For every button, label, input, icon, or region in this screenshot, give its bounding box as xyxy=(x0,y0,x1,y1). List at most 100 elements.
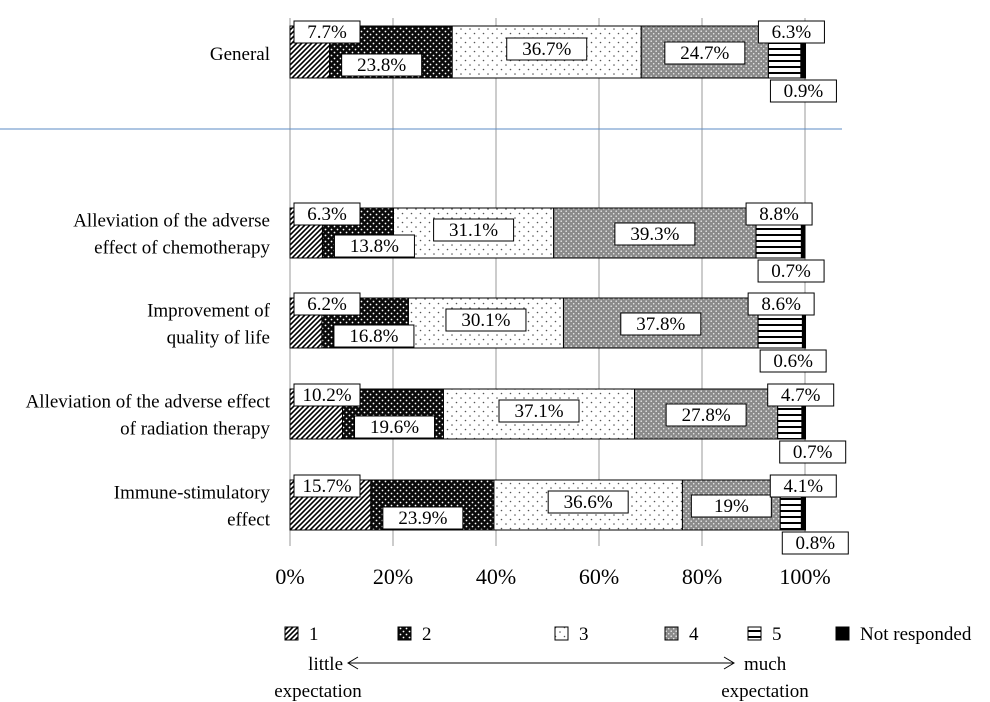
data-label-1: 15.7% xyxy=(302,476,351,497)
data-label-not-responded: 0.8% xyxy=(795,533,835,554)
data-label-box xyxy=(333,234,415,258)
arrow-right-head xyxy=(723,656,735,670)
legend-swatch-5 xyxy=(747,626,762,641)
data-label-box xyxy=(293,383,361,407)
data-label-box xyxy=(433,218,515,242)
data-label-3: 36.7% xyxy=(522,39,571,60)
data-label-box xyxy=(757,20,825,44)
category-label: General xyxy=(210,44,270,65)
data-label-box xyxy=(664,41,746,65)
data-label-box xyxy=(757,259,825,283)
data-label-4: 24.7% xyxy=(680,43,729,64)
data-label-5: 8.6% xyxy=(761,294,801,315)
arrow-left-head xyxy=(347,656,359,670)
data-label-box xyxy=(341,53,423,77)
data-label-not-responded: 0.9% xyxy=(784,81,824,102)
data-label-3: 31.1% xyxy=(449,220,498,241)
data-label-box xyxy=(759,349,827,373)
data-label-1: 10.2% xyxy=(302,385,351,406)
data-label-5: 4.1% xyxy=(783,476,823,497)
legend-swatch-2 xyxy=(397,626,412,641)
legend-swatch-3 xyxy=(554,626,569,641)
data-label-3: 37.1% xyxy=(514,401,563,422)
data-label-not-responded: 0.7% xyxy=(793,442,833,463)
x-tick-label: 40% xyxy=(476,564,516,589)
data-label-box xyxy=(769,79,837,103)
data-label-5: 4.7% xyxy=(781,385,821,406)
data-label-4: 19% xyxy=(714,496,749,517)
data-label-4: 27.8% xyxy=(682,405,731,426)
category-labels-layer: General Alleviation of the adverse effect … xyxy=(26,44,271,531)
data-label-1: 6.3% xyxy=(307,204,347,225)
category-label: Immune-stimulatory xyxy=(114,483,271,504)
legend: 1 2 3 4 5 Not responded little expectation much e… xyxy=(274,624,972,702)
high-expectation-label: expectation xyxy=(721,681,809,702)
data-label-1: 7.7% xyxy=(307,22,347,43)
low-expectation-label: little xyxy=(308,654,343,675)
data-label-box xyxy=(547,490,629,514)
data-label-box xyxy=(445,308,527,332)
data-label-box xyxy=(498,399,580,423)
category-label: effect xyxy=(227,510,271,531)
legend-label-not-responded: Not responded xyxy=(860,624,972,645)
legend-swatch-4 xyxy=(664,626,679,641)
legend-label-2: 2 xyxy=(422,624,432,645)
data-label-2: 19.6% xyxy=(370,417,419,438)
data-label-3: 36.6% xyxy=(564,492,613,513)
data-label-not-responded: 0.7% xyxy=(771,261,811,282)
data-label-2: 23.9% xyxy=(398,508,447,529)
data-label-box xyxy=(747,292,815,316)
legend-label-4: 4 xyxy=(689,624,699,645)
category-label: effect of chemotherapy xyxy=(94,238,270,259)
data-label-box xyxy=(293,202,361,226)
x-tick-label: 0% xyxy=(275,564,304,589)
data-label-3: 30.1% xyxy=(461,310,510,331)
x-tick-label: 100% xyxy=(779,564,830,589)
x-tick-label: 20% xyxy=(373,564,413,589)
data-label-not-responded: 0.6% xyxy=(773,351,813,372)
legend-swatch-not-responded xyxy=(835,626,850,641)
data-labels-layer: 7.7%23.8%36.7% 24.7%6.3%0.9%6.3%13.8%31.1… xyxy=(293,20,849,555)
data-label-2: 13.8% xyxy=(350,236,399,257)
category-label: of radiation therapy xyxy=(120,419,270,440)
data-label-box xyxy=(293,20,361,44)
x-tick-label: 80% xyxy=(682,564,722,589)
legend-label-1: 1 xyxy=(309,624,319,645)
legend-label-5: 5 xyxy=(772,624,782,645)
data-label-box xyxy=(665,403,747,427)
legend-label-3: 3 xyxy=(579,624,589,645)
data-label-box xyxy=(354,415,436,439)
data-label-box xyxy=(614,222,696,246)
data-label-box xyxy=(745,202,813,226)
data-label-1: 6.2% xyxy=(307,294,347,315)
data-label-4: 39.3% xyxy=(630,224,679,245)
data-label-box xyxy=(293,474,361,498)
data-label-5: 6.3% xyxy=(772,22,812,43)
data-label-box xyxy=(293,292,361,316)
data-label-2: 16.8% xyxy=(349,326,398,347)
data-label-box xyxy=(333,324,415,348)
high-expectation-label: much xyxy=(744,654,787,675)
data-label-box xyxy=(620,312,702,336)
data-label-box xyxy=(767,383,835,407)
grid-layer xyxy=(289,18,806,546)
category-label: Improvement of xyxy=(147,301,271,322)
data-label-box xyxy=(779,440,847,464)
bars-layer xyxy=(289,25,807,531)
data-label-box xyxy=(382,506,464,530)
data-label-4: 37.8% xyxy=(636,314,685,335)
data-label-box xyxy=(690,494,772,518)
low-expectation-label: expectation xyxy=(274,681,362,702)
data-label-5: 8.8% xyxy=(759,204,799,225)
x-tick-labels-layer: 0% 20% 40% 60% 80% 100% xyxy=(275,564,830,589)
data-label-box xyxy=(781,531,849,555)
x-tick-label: 60% xyxy=(579,564,619,589)
data-label-2: 23.8% xyxy=(357,55,406,76)
data-label-box xyxy=(769,474,837,498)
category-label: Alleviation of the adverse xyxy=(73,211,270,232)
data-label-box xyxy=(506,37,588,61)
legend-swatch-1 xyxy=(284,626,299,641)
category-label: Alleviation of the adverse effect xyxy=(26,392,271,413)
